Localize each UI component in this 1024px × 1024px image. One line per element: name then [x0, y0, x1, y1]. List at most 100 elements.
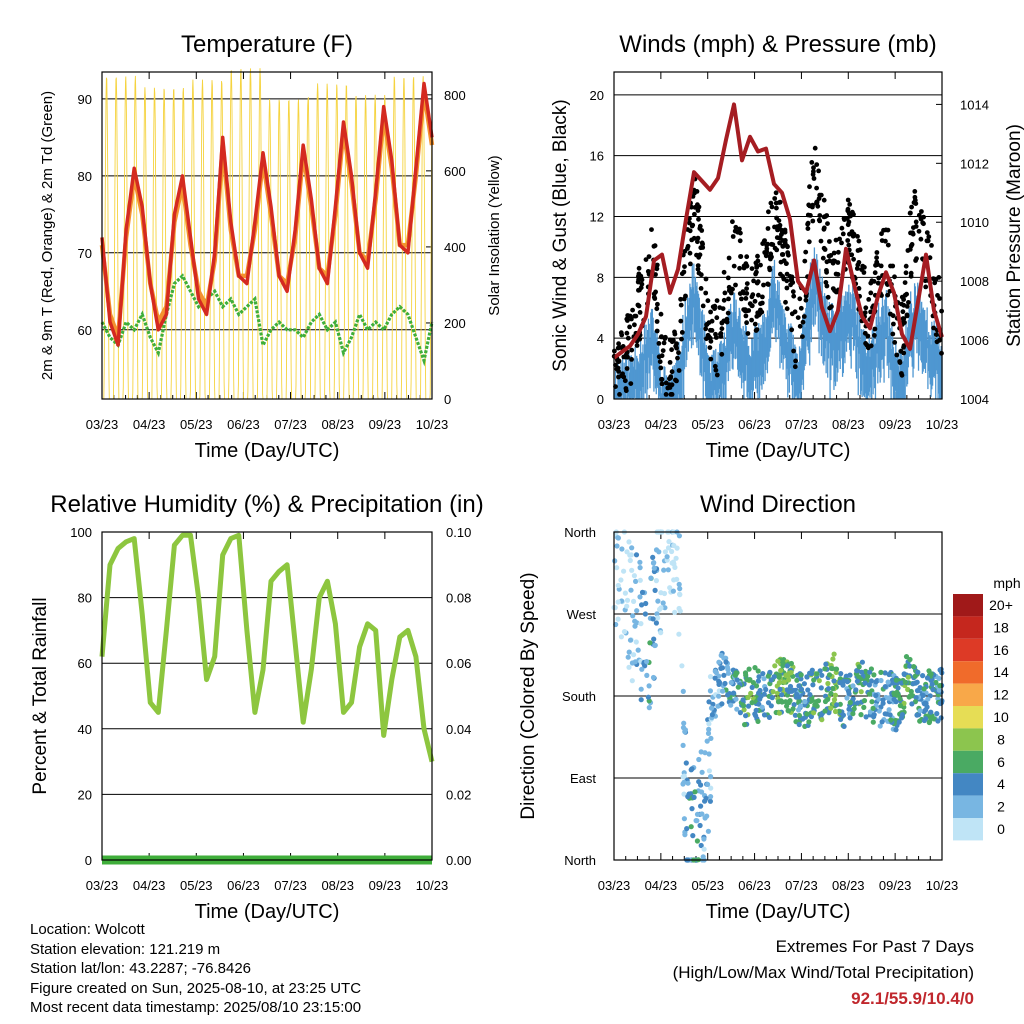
- gust-point: [904, 313, 910, 319]
- gust-point: [697, 226, 703, 231]
- direction-point: [741, 703, 747, 709]
- gust-point: [653, 272, 658, 277]
- gust-point: [726, 284, 732, 290]
- x-axis-label: Time (Day/UTC): [195, 440, 340, 462]
- gust-point: [800, 319, 806, 325]
- gust-point: [779, 232, 784, 237]
- direction-point: [622, 590, 629, 596]
- gust-point: [845, 197, 851, 203]
- gust-point: [719, 326, 725, 332]
- direction-point: [709, 712, 716, 718]
- direction-point: [798, 676, 804, 682]
- y-tick-label: East: [570, 771, 596, 786]
- direction-point: [859, 669, 865, 675]
- direction-point: [680, 774, 686, 780]
- gust-point: [845, 216, 850, 221]
- gust-point: [733, 224, 739, 230]
- gust-point: [789, 327, 795, 333]
- gust-point: [892, 340, 898, 345]
- gust-point: [753, 328, 759, 333]
- gust-point: [713, 367, 719, 373]
- direction-point: [819, 672, 825, 678]
- y-tick-label: 70: [78, 246, 92, 261]
- direction-point: [666, 539, 672, 545]
- direction-point: [712, 668, 718, 674]
- colorbar-swatch: [953, 773, 983, 796]
- gust-point: [894, 352, 900, 358]
- direction-point: [725, 670, 732, 676]
- direction-point: [763, 686, 769, 693]
- direction-point: [768, 677, 774, 683]
- direction-point: [653, 620, 660, 626]
- direction-point: [830, 685, 836, 692]
- gust-point: [839, 240, 844, 246]
- gust-point: [667, 376, 672, 382]
- gust-point: [885, 242, 891, 248]
- direction-point: [699, 769, 705, 775]
- direction-point: [718, 652, 724, 659]
- gust-point: [718, 334, 724, 339]
- gust-point: [817, 213, 823, 218]
- gust-point: [803, 293, 809, 299]
- panel-2: Winds (mph) & Pressure (mb) Time (Day/UTC…: [550, 31, 1024, 462]
- plot-frame: [613, 71, 943, 400]
- direction-point: [740, 697, 746, 703]
- direction-point: [642, 611, 649, 617]
- gust-point: [913, 201, 919, 207]
- direction-point: [696, 779, 702, 785]
- gust-point: [892, 274, 897, 280]
- direction-point: [921, 686, 927, 692]
- direction-point: [832, 692, 839, 698]
- gust-point: [749, 317, 754, 323]
- x-tick-label: 06/23: [227, 417, 260, 432]
- direction-point: [801, 681, 808, 687]
- gust-point: [800, 334, 805, 339]
- gust-point: [879, 238, 885, 244]
- direction-point: [697, 822, 703, 829]
- gust-point: [708, 309, 713, 315]
- direction-point: [834, 702, 840, 708]
- gust-point: [739, 296, 744, 302]
- gust-point: [624, 316, 630, 322]
- gust-point: [660, 348, 666, 353]
- direction-point: [676, 533, 683, 539]
- y-tick-label: 0: [597, 392, 604, 407]
- direction-point: [836, 708, 842, 714]
- y-tick-label: South: [562, 689, 596, 704]
- direction-point: [637, 594, 643, 600]
- direction-point: [776, 674, 782, 680]
- x-tick-label: 03/23: [86, 878, 119, 893]
- gust-point: [888, 311, 893, 317]
- gust-point: [901, 302, 907, 308]
- gust-point: [919, 209, 924, 214]
- gust-point: [901, 350, 907, 356]
- y-tick-label: 20: [590, 88, 604, 103]
- gust-point: [890, 331, 896, 337]
- gust-point: [890, 263, 896, 269]
- direction-point: [937, 683, 943, 689]
- gust-point: [705, 332, 711, 338]
- gust-point: [907, 247, 913, 252]
- direction-point: [686, 791, 692, 797]
- direction-point: [765, 673, 771, 679]
- gust-point: [901, 343, 907, 348]
- direction-point: [873, 679, 879, 685]
- direction-point: [728, 702, 734, 708]
- direction-point: [752, 711, 758, 717]
- gust-point: [789, 311, 795, 317]
- y2-tick-label: 1006: [960, 333, 989, 348]
- gust-point: [755, 310, 761, 316]
- direction-point: [677, 586, 683, 592]
- gust-point: [714, 372, 720, 378]
- direction-point: [929, 681, 935, 687]
- gust-point: [733, 282, 738, 288]
- gust-point: [687, 250, 693, 256]
- direction-point: [749, 684, 755, 691]
- gust-point: [845, 206, 851, 212]
- gust-point: [659, 376, 665, 382]
- direction-point: [886, 671, 892, 678]
- gust-point: [741, 307, 747, 312]
- direction-point: [638, 621, 644, 627]
- direction-point: [812, 702, 818, 708]
- direction-point: [854, 678, 861, 684]
